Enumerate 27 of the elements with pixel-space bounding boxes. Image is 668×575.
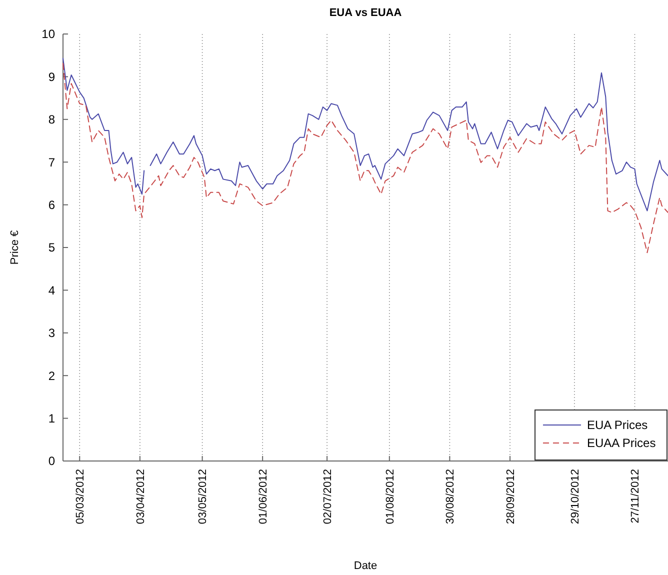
line-series [62,62,668,254]
y-axis-title: Price € [9,230,21,265]
y-tick-label: 4 [48,283,56,298]
y-tick-label: 8 [48,112,56,127]
y-tick-label: 6 [48,198,56,212]
x-tick-label: 30/08/2012 [444,469,457,524]
y-tick-label: 3 [48,326,56,340]
x-tick-label: 27/11/2012 [630,469,642,524]
y-tick-label: 7 [48,155,56,170]
y-tick-label: 2 [48,368,56,383]
y-tick-label: 5 [48,240,56,255]
chart-title: EUA vs EUAA [329,7,402,19]
x-tick-label: 29/10/2012 [569,469,582,524]
x-tick-label: 03/04/2012 [134,469,147,524]
y-tick-label: 1 [48,412,56,426]
x-tick-label: 02/07/2012 [322,469,334,524]
legend-label: EUA Prices [587,418,648,432]
x-tick-label: 01/08/2012 [384,469,396,524]
y-tick-label: 10 [42,27,56,42]
y-tick-label: 0 [48,454,56,468]
x-tick-label: 03/05/2012 [197,469,210,524]
y-tick-label: 9 [48,70,56,84]
x-tick-label: 28/09/2012 [504,469,517,524]
legend-label: EUAA Prices [587,436,656,450]
x-tick-label: 05/03/2012 [74,469,86,524]
x-tick-label: 01/06/2012 [257,469,270,524]
x-axis-title: Date [354,560,378,572]
